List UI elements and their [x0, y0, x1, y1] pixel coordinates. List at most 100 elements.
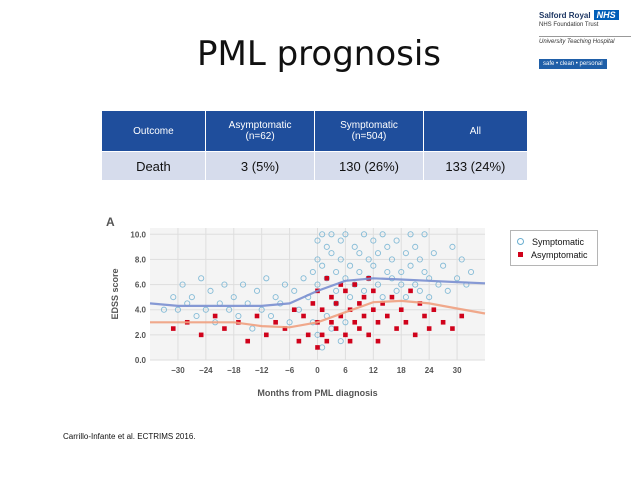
citation: Carrillo-Infante et al. ECTRIMS 2016.	[63, 432, 196, 441]
symptomatic-point	[300, 275, 307, 282]
symptomatic-point	[337, 256, 344, 263]
panel-label: A	[106, 215, 115, 229]
table-header-row: Outcome Asymptomatic (n=62) Symptomatic (n…	[101, 110, 529, 152]
symptomatic-point	[426, 294, 433, 301]
y-tick-label: 2.0	[135, 331, 147, 340]
symptomatic-point	[249, 325, 256, 332]
symptomatic-point	[240, 281, 247, 288]
symptomatic-point	[314, 281, 321, 288]
symptomatic-point	[221, 281, 228, 288]
symptomatic-point	[323, 275, 330, 282]
table-cell: 133 (24%)	[422, 151, 529, 181]
table-cell: 3 (5%)	[204, 151, 316, 181]
asymptomatic-point	[347, 338, 353, 344]
table-cell: Death	[101, 151, 206, 181]
symptomatic-point	[370, 237, 377, 244]
symptomatic-point	[407, 262, 414, 269]
edss-scatter-plot: 0.0 2.0 4.0 6.0 8.0 10.0 −30 −24 −18 −12 −6 0 6 12 18 2…	[106, 215, 486, 398]
symptomatic-point	[407, 231, 414, 238]
asymptomatic-point	[398, 307, 404, 313]
asymptomatic-point	[357, 326, 362, 331]
x-tick-label: 24	[425, 366, 434, 375]
legend-item-symptomatic: Symptomatic	[517, 235, 597, 248]
asymptomatic-point	[352, 282, 358, 287]
slide-title: PML prognosis	[196, 34, 441, 74]
symptomatic-point	[333, 268, 340, 276]
asymptomatic-point	[324, 275, 330, 281]
asymptomatic-point	[170, 326, 176, 331]
x-tick-label: −6	[285, 366, 295, 375]
asymptomatic-point	[343, 332, 348, 338]
symptomatic-point	[360, 287, 368, 294]
symptomatic-point	[360, 231, 368, 238]
asymptomatic-point	[222, 326, 227, 331]
asymptomatic-point	[403, 319, 409, 325]
x-tick-label: 12	[369, 366, 378, 375]
logo-tagline: safe • clean • personal	[539, 59, 607, 69]
symptomatic-point	[384, 268, 391, 276]
asymptomatic-point	[324, 338, 330, 344]
symptomatic-point	[393, 287, 400, 294]
asymptomatic-point	[384, 313, 390, 319]
symptomatic-point	[333, 300, 340, 307]
legend-label-asymptomatic: Asymptomatic	[531, 249, 588, 260]
y-axis-label: EDSS score	[110, 268, 120, 319]
y-tick-label: 6.0	[135, 281, 147, 290]
symptomatic-point	[258, 306, 265, 313]
symptomatic-point	[402, 294, 409, 301]
symptomatic-point	[393, 237, 400, 244]
symptomatic-point	[188, 294, 195, 301]
x-tick-label: 18	[397, 366, 406, 375]
asymptomatic-point	[431, 307, 437, 313]
symptomatic-point	[319, 262, 326, 269]
symptomatic-point	[351, 281, 358, 288]
table-header-cell: Symptomatic (n=504)	[314, 110, 424, 152]
asymptomatic-point	[319, 307, 325, 313]
x-axis-label: Months from PML diagnosis	[257, 388, 377, 398]
symptomatic-point	[347, 294, 354, 301]
symptomatic-point	[351, 243, 358, 250]
x-tick-label: 30	[453, 366, 462, 375]
logo-trust-name: NHS Foundation Trust	[539, 22, 599, 28]
symptomatic-point	[267, 312, 275, 320]
asymptomatic-point	[412, 332, 418, 338]
asymptomatic-point	[371, 288, 376, 294]
asymptomatic-point	[459, 313, 465, 319]
asymptomatic-point	[291, 307, 297, 313]
asymptomatic-point	[329, 294, 334, 300]
asymptomatic-point	[366, 332, 371, 338]
asymptomatic-point	[371, 307, 376, 313]
symptomatic-point	[384, 243, 391, 250]
symptomatic-point	[374, 281, 382, 288]
asymptomatic-point	[305, 332, 311, 338]
x-tick-label: −30	[171, 366, 185, 375]
asymptomatic-point	[198, 332, 204, 338]
asymptomatic-marker-icon	[518, 252, 523, 257]
symptomatic-point	[286, 319, 293, 326]
symptomatic-point	[416, 256, 423, 263]
symptomatic-point	[207, 287, 214, 294]
symptomatic-point	[421, 268, 428, 276]
y-tick-label: 4.0	[135, 306, 147, 315]
asymptomatic-point	[301, 313, 306, 319]
symptomatic-marker-icon	[517, 238, 524, 245]
asymptomatic-point	[357, 301, 362, 306]
symptomatic-point	[430, 250, 437, 257]
symptomatic-point	[458, 256, 465, 263]
asymptomatic-point	[422, 313, 427, 319]
symptomatic-point	[421, 231, 428, 238]
asymptomatic-point	[333, 326, 339, 331]
symptomatic-point	[281, 281, 288, 288]
symptomatic-point	[309, 268, 316, 276]
symptomatic-point	[412, 243, 419, 250]
symptomatic-point	[193, 312, 200, 320]
table-row: Death 3 (5%) 130 (26%) 133 (24%)	[101, 151, 529, 181]
symptomatic-point	[291, 287, 298, 294]
asymptomatic-point	[375, 338, 381, 344]
table-header-cell: Outcome	[101, 110, 206, 152]
symptomatic-point	[179, 281, 186, 288]
x-tick-label: −18	[227, 366, 241, 375]
asymptomatic-point	[245, 338, 251, 344]
symptomatic-point	[226, 306, 233, 313]
asymptomatic-point	[282, 326, 288, 331]
